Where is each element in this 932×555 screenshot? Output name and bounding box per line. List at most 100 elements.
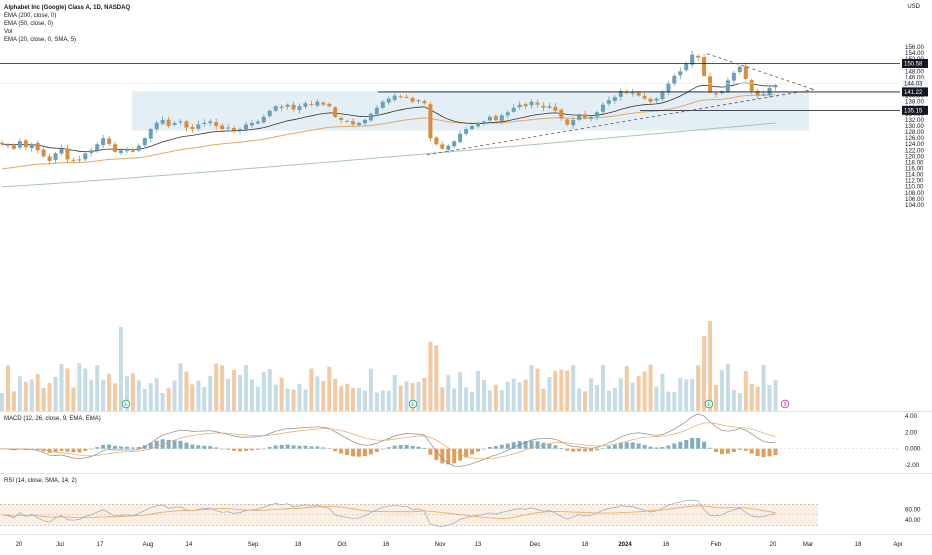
candle-body <box>571 119 576 126</box>
time-axis-tick: 14 <box>186 542 193 548</box>
volume-bar <box>398 385 403 411</box>
macd-hist-bar <box>452 448 457 464</box>
candle-body <box>464 129 469 134</box>
candle <box>541 102 546 112</box>
macd-hist-bar <box>666 445 671 449</box>
candle-body <box>690 54 695 65</box>
candle-body <box>71 159 76 161</box>
volume-bar <box>303 389 308 411</box>
volume-bar <box>618 378 623 411</box>
candle <box>642 92 647 100</box>
volume-bar <box>476 370 480 411</box>
candle-body <box>321 102 326 105</box>
candle <box>398 94 403 99</box>
dividend-marker: $ <box>780 399 790 409</box>
candle <box>458 130 463 144</box>
volume-bar <box>416 381 421 411</box>
volume-bar <box>624 366 629 411</box>
candle-body <box>35 143 40 151</box>
legend-ema20: EMA (20, close, 0, SMA, 5) <box>4 37 77 43</box>
price-axis-tick: 104.00 <box>905 202 924 209</box>
macd-hist-bar <box>65 448 70 452</box>
macd-hist-bar <box>261 448 266 450</box>
volume-bar <box>339 386 344 411</box>
candle-body <box>755 90 760 96</box>
candle-body <box>178 121 183 123</box>
volume-bar <box>571 365 576 411</box>
earnings-marker: E <box>121 399 131 409</box>
candle-body <box>672 75 677 85</box>
volume-bar <box>29 379 34 411</box>
volume-bar <box>17 376 22 411</box>
candle-body <box>595 112 599 117</box>
candle <box>321 101 326 107</box>
marker-circle <box>408 399 418 409</box>
candle <box>696 54 701 62</box>
time-axis-tick: Mar <box>803 542 813 548</box>
legend-ema50: EMA (50, close, 0) <box>4 21 54 27</box>
volume-bar <box>124 376 129 411</box>
price-axis-tick: 146.00 <box>905 74 924 81</box>
candle-body <box>374 107 379 115</box>
price-axis-tick: 148.00 <box>905 68 924 75</box>
candle <box>315 99 320 108</box>
volume-bar <box>458 372 463 411</box>
candle-body <box>725 80 730 92</box>
volume-bar <box>214 363 219 411</box>
candle <box>184 119 189 132</box>
marker-text: $ <box>784 402 787 408</box>
candle-body <box>470 125 475 130</box>
volume-bar <box>297 383 302 411</box>
candle-body <box>202 122 207 124</box>
volume-bar <box>660 373 665 411</box>
macd-hist-bar <box>714 448 718 452</box>
volume-bar <box>702 335 707 411</box>
macd-label: MACD (12, 26, close, 9, EMA, EMA) <box>4 416 101 422</box>
time-axis-tick: Sep <box>248 542 259 548</box>
candle-body <box>362 119 367 124</box>
candle <box>160 116 165 126</box>
volume-bar <box>529 365 534 411</box>
candle-body <box>41 149 46 157</box>
candle <box>351 117 356 126</box>
candle-body <box>172 122 177 125</box>
price-axis-tick: 124.00 <box>905 141 924 148</box>
candle-body <box>142 138 147 146</box>
macd-hist-bar <box>755 448 760 457</box>
candle <box>737 65 742 74</box>
volume-bar <box>243 364 248 411</box>
candle-body <box>761 94 766 96</box>
macd-hist-bar <box>541 442 546 449</box>
marker-text: E <box>411 402 415 408</box>
candle <box>690 50 695 68</box>
candle <box>672 73 677 87</box>
candle <box>172 121 177 127</box>
macd-hist-bar <box>654 447 659 449</box>
candle-body <box>243 124 248 130</box>
candle <box>130 147 135 153</box>
candle <box>529 99 534 109</box>
volume-bar <box>357 387 361 411</box>
candle-body <box>618 91 623 97</box>
macd-hist-bar <box>172 440 177 449</box>
volume-bar <box>119 326 123 411</box>
macd-axis-tick: -2.00 <box>905 462 920 469</box>
volume-bar <box>291 389 296 411</box>
volume-bar <box>446 375 451 411</box>
macd-histogram <box>0 437 778 465</box>
volume-bar <box>83 368 88 411</box>
volume-bar <box>440 387 445 411</box>
candle <box>410 96 415 104</box>
candle <box>487 114 492 123</box>
macd-hist-bar <box>279 445 284 449</box>
macd-hist-bar <box>553 445 558 449</box>
candle-body <box>404 96 409 98</box>
time-axis-tick: 17 <box>97 542 104 548</box>
macd-hist-bar <box>255 448 260 450</box>
time-axis-tick: Jul <box>56 542 64 548</box>
candle <box>232 125 237 134</box>
candle <box>404 94 409 99</box>
price-axis: 104.00106.00108.00110.00112.00114.00116.… <box>905 44 924 209</box>
